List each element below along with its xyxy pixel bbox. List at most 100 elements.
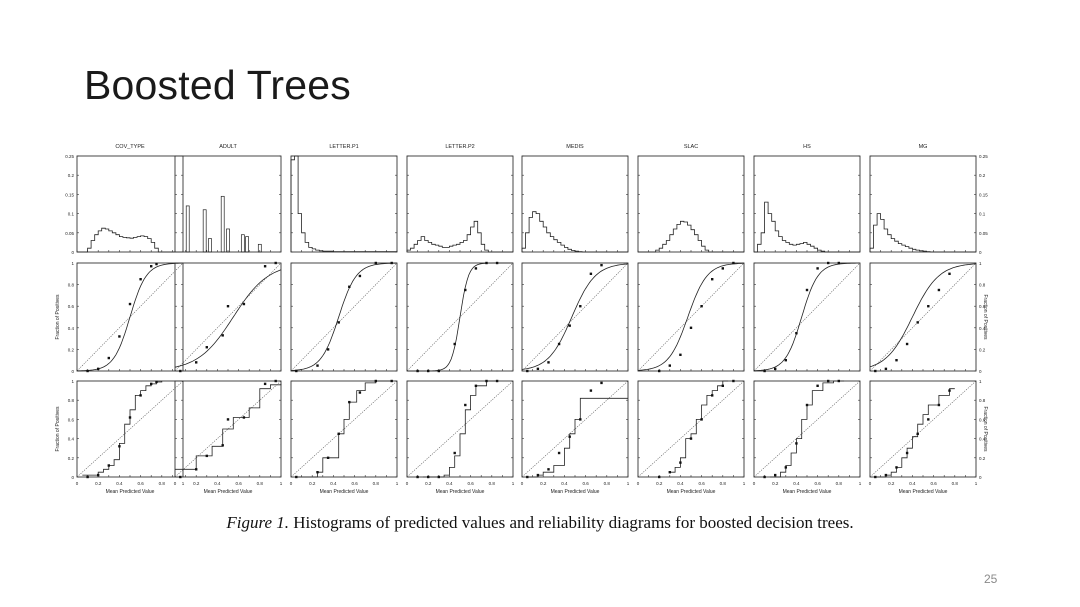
y-tick-label: 0.8 <box>979 283 986 288</box>
y-tick-label: 0.2 <box>68 456 75 461</box>
reliability-point <box>86 369 89 373</box>
x-tick-label: 0.8 <box>489 481 496 486</box>
reliability-point <box>600 381 603 385</box>
reliability-point <box>805 288 809 292</box>
reliability-point <box>658 369 661 373</box>
panel-frame <box>753 380 861 478</box>
x-tick-label: 0.6 <box>235 481 242 486</box>
reliability-point <box>474 384 478 387</box>
y-tick-label: 0 <box>71 475 74 480</box>
y-tick-label: 0 <box>71 369 74 374</box>
y-tick-label: 0.4 <box>979 326 986 331</box>
reliability-point <box>474 267 478 270</box>
reliability-point <box>579 418 582 421</box>
page-number: 25 <box>984 572 998 586</box>
x-axis-label: Mean Predicted Value <box>106 489 155 495</box>
x-tick-label: 0.8 <box>159 481 166 486</box>
reliability-point <box>884 367 888 371</box>
x-axis-label: Mean Predicted Value <box>783 489 832 495</box>
reliability-point <box>874 369 877 373</box>
reliability-point <box>128 416 132 419</box>
panel-title: COV_TYPE <box>115 144 145 150</box>
diagonal-reference <box>637 380 745 478</box>
reliability-point <box>348 285 351 288</box>
reliability-point <box>326 348 330 351</box>
reliability-point <box>437 369 440 373</box>
y-tick-label: 0 <box>979 475 982 480</box>
reliability-point <box>274 261 277 265</box>
reliability-point <box>948 272 951 275</box>
x-tick-label: 0.8 <box>373 481 380 486</box>
isotonic-fit-steps <box>875 388 955 478</box>
reliability-point <box>348 400 351 404</box>
y-tick-label: 0.15 <box>65 192 74 197</box>
histogram-series <box>77 227 183 253</box>
reliability-point <box>721 267 724 270</box>
histogram-bar <box>208 238 212 253</box>
diagonal-reference <box>753 262 861 372</box>
diagonal-reference <box>869 380 977 478</box>
x-tick-label: 1 <box>627 481 630 486</box>
isotonic-fit-steps <box>769 380 845 478</box>
reliability-point <box>221 444 224 447</box>
reliability-point <box>221 334 224 337</box>
x-tick-label: 0.4 <box>677 481 684 486</box>
reliability-point <box>679 353 682 356</box>
reliability-point <box>495 379 499 383</box>
reliability-point <box>763 475 766 479</box>
reliability-point <box>374 261 377 265</box>
y-tick-label: 0.25 <box>979 154 988 159</box>
reliability-point <box>927 305 930 308</box>
y-tick-label: 0.25 <box>65 154 74 159</box>
reliability-point <box>589 272 593 275</box>
reliability-point <box>337 321 340 324</box>
histogram-bar <box>185 205 190 253</box>
x-tick-label: 0 <box>174 481 177 486</box>
reliability-point <box>427 369 430 373</box>
panel-frame <box>406 155 514 253</box>
reliability-point <box>600 263 603 267</box>
reliability-point <box>774 367 777 371</box>
reliability-point <box>485 379 488 383</box>
reliability-point <box>242 302 246 306</box>
panel-title: LETTER.P1 <box>329 144 358 150</box>
x-tick-label: 0.2 <box>540 481 547 486</box>
histogram-bar <box>257 243 262 253</box>
reliability-point <box>721 384 724 387</box>
reliability-point <box>139 278 142 281</box>
y-tick-label: 1 <box>979 379 982 384</box>
reliability-point <box>732 379 735 383</box>
y-tick-label: 0.6 <box>979 417 986 422</box>
isotonic-fit-steps <box>296 380 392 478</box>
x-tick-label: 0.6 <box>698 481 705 486</box>
y-tick-label: 0.2 <box>979 173 986 178</box>
histogram-series <box>521 211 628 253</box>
y-tick-label: 0.1 <box>68 212 75 217</box>
figure-caption: Figure 1. Histograms of predicted values… <box>0 513 1080 533</box>
x-axis-label: Mean Predicted Value <box>667 489 716 495</box>
reliability-point <box>97 473 100 477</box>
diagonal-reference <box>869 262 977 372</box>
reliability-point <box>784 359 787 362</box>
x-tick-label: 1 <box>396 481 399 486</box>
reliability-point <box>453 451 456 455</box>
reliability-point <box>118 335 121 338</box>
y-tick-label: 0 <box>979 369 982 374</box>
y-tick-label: 0.4 <box>68 437 75 442</box>
panel-title: HS <box>803 144 811 150</box>
reliability-point <box>464 288 467 292</box>
y-axis-label: Fraction of Positives <box>982 294 988 340</box>
x-tick-label: 0.2 <box>656 481 663 486</box>
x-tick-label: 0.6 <box>351 481 358 486</box>
reliability-point <box>526 475 529 479</box>
reliability-point <box>679 461 682 464</box>
reliability-point <box>589 389 593 392</box>
y-tick-label: 0 <box>979 250 982 255</box>
x-tick-label: 0.4 <box>330 481 337 486</box>
x-tick-label: 1 <box>182 481 185 486</box>
histogram-bar <box>226 228 230 253</box>
x-tick-label: 0.8 <box>952 481 959 486</box>
sigmoid-fit-curve <box>407 262 513 372</box>
reliability-point <box>205 454 208 458</box>
diagonal-reference <box>290 262 398 372</box>
